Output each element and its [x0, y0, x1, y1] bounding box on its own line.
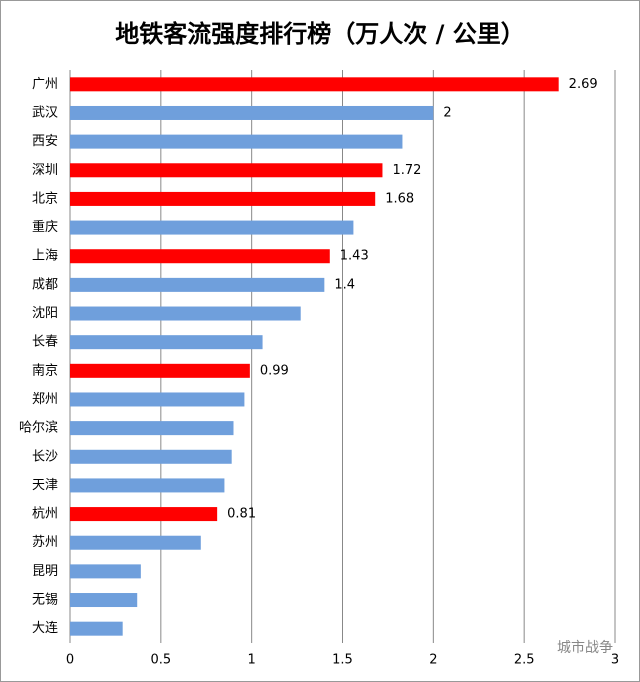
- x-tick-label: 3: [611, 653, 619, 668]
- value-label: 0.99: [260, 363, 289, 378]
- bar: [70, 392, 245, 407]
- x-tick-label: 1: [248, 653, 256, 668]
- y-tick-label: 武汉: [32, 105, 58, 120]
- bar: [70, 593, 138, 608]
- bar: [70, 535, 201, 550]
- bar: [70, 249, 330, 264]
- y-tick-label: 上海: [32, 249, 58, 264]
- bar: [70, 449, 232, 464]
- bar: [70, 105, 434, 120]
- watermark: 城市战争: [557, 639, 613, 656]
- bar: [70, 134, 403, 149]
- bar: [70, 220, 354, 235]
- bar: [70, 306, 301, 321]
- x-tick-label: 1.5: [332, 653, 353, 668]
- y-tick-label: 重庆: [32, 219, 58, 235]
- y-tick-label: 哈尔滨: [19, 420, 58, 436]
- y-tick-label: 无锡: [32, 593, 58, 608]
- y-tick-label: 杭州: [32, 507, 58, 522]
- y-tick-label: 苏州: [32, 534, 58, 550]
- y-tick-label: 长春: [32, 335, 58, 350]
- value-label: 2.69: [569, 77, 598, 92]
- x-tick-label: 2.5: [514, 653, 535, 668]
- bar: [70, 421, 234, 436]
- y-tick-label: 天津: [32, 478, 58, 493]
- value-label: 1.43: [340, 249, 369, 264]
- y-tick-label: 昆明: [32, 564, 58, 579]
- value-label: 2: [443, 105, 451, 120]
- bar: [70, 277, 325, 292]
- value-label: 0.81: [227, 507, 256, 522]
- bar: [70, 478, 225, 493]
- value-label: 1.68: [385, 191, 414, 206]
- bar: [70, 335, 263, 350]
- bar: [70, 77, 559, 92]
- bar: [70, 507, 218, 522]
- bar: [70, 363, 250, 378]
- bar: [70, 163, 383, 178]
- y-tick-label: 大连: [32, 620, 58, 636]
- y-tick-label: 北京: [32, 191, 58, 206]
- bar: [70, 191, 376, 206]
- y-tick-label: 南京: [32, 362, 58, 378]
- y-tick-label: 深圳: [32, 163, 58, 178]
- y-tick-label: 长沙: [32, 449, 58, 464]
- bar: [70, 621, 123, 636]
- x-tick-label: 0: [66, 653, 74, 668]
- y-tick-label: 郑州: [32, 392, 58, 407]
- y-tick-label: 沈阳: [32, 306, 58, 321]
- y-tick-label: 成都: [32, 277, 58, 292]
- x-tick-label: 0.5: [150, 653, 171, 668]
- x-tick-label: 2: [429, 653, 437, 668]
- bar: [70, 564, 141, 579]
- value-label: 1.72: [392, 163, 421, 178]
- y-tick-label: 广州: [32, 77, 58, 92]
- y-tick-label: 西安: [32, 134, 58, 149]
- value-label: 1.4: [334, 277, 355, 292]
- chart-title: 地铁客流强度排行榜（万人次 / 公里）: [115, 20, 524, 48]
